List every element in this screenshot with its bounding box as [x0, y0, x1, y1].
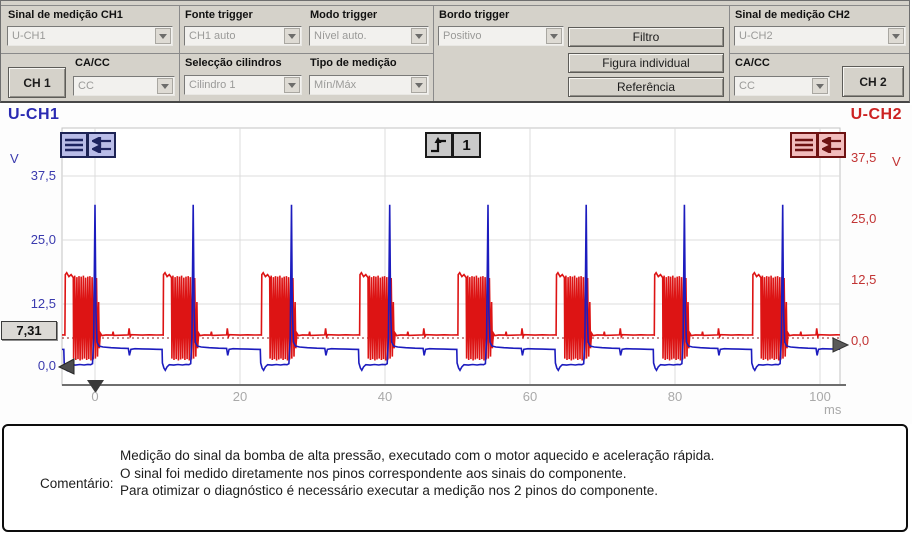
trigger-edge-select[interactable]: Positivo [438, 26, 564, 46]
left-axis-unit: V [10, 151, 19, 166]
ch2-coupling-select[interactable]: CC [734, 76, 830, 96]
comment-line: O sinal foi medido diretamente nos pinos… [120, 465, 627, 481]
chevron-down-icon[interactable] [546, 28, 562, 44]
ch2-signal-select[interactable]: U-CH2 [734, 26, 906, 46]
measure-type-label: Tipo de medição [310, 57, 397, 69]
ch1-coupling-select[interactable]: CC [73, 76, 175, 96]
trigger-source-label: Fonte trigger [185, 9, 253, 21]
cylinder-select[interactable]: Cilindro 1 [184, 75, 302, 95]
comment-text: Medição do sinal da bomba de alta pressã… [120, 447, 714, 500]
chevron-down-icon[interactable] [411, 28, 427, 44]
left-axis-tick: 12,5 [30, 296, 56, 311]
divider [433, 5, 434, 101]
hamburger-lines-icon [795, 138, 813, 152]
trigger-edge-icon[interactable] [425, 132, 453, 158]
right-axis-unit: V [892, 154, 901, 169]
left-axis-tick: 0,0 [37, 358, 56, 373]
x-axis-tick: 20 [232, 389, 248, 404]
ch2-button[interactable]: CH 2 [842, 66, 904, 97]
x-axis-tick: 0 [91, 389, 99, 404]
toolbar: Sinal de medição CH1 U-CH1 CH 1 CA/CC CC… [0, 0, 910, 103]
chevron-down-icon[interactable] [157, 78, 173, 94]
ch1-trace-title: U-CH1 [8, 106, 60, 123]
left-axis-tick: 25,0 [30, 232, 56, 247]
right-axis-tick: 37,5 [851, 150, 877, 165]
cursor-value-readout: 7,31 [1, 321, 57, 340]
trigger-channel-number[interactable]: 1 [453, 132, 481, 158]
ch1-ground-marker-arrow[interactable] [57, 358, 75, 375]
x-axis-tick: 80 [667, 389, 683, 404]
divider [179, 53, 433, 54]
ch2-levels-button[interactable] [790, 132, 818, 158]
ch1-coupling-label: CA/CC [75, 57, 110, 69]
ch2-scale-controls [790, 132, 846, 158]
ch2-coupling-label: CA/CC [735, 57, 770, 69]
measure-type-select[interactable]: Mín/Máx [309, 75, 429, 95]
filter-button[interactable]: Filtro [568, 27, 724, 47]
chevron-down-icon[interactable] [284, 28, 300, 44]
trace-U-CH1 [62, 204, 840, 372]
x-axis-tick: 60 [522, 389, 538, 404]
ch1-button[interactable]: CH 1 [8, 67, 66, 98]
x-axis-unit: ms [824, 402, 842, 417]
chevron-down-icon[interactable] [284, 77, 300, 93]
scope-display: U-CH1 U-CH2 [0, 105, 912, 424]
waveform-plot [57, 127, 850, 393]
trigger-source-select[interactable]: CH1 auto [184, 26, 302, 46]
chevron-down-icon[interactable] [411, 77, 427, 93]
ch1-levels-button[interactable] [60, 132, 88, 158]
comment-label: Comentário: [40, 476, 114, 491]
double-left-arrow-icon [91, 137, 111, 153]
ch1-shift-button[interactable] [88, 132, 116, 158]
trigger-time-marker[interactable] [87, 380, 104, 393]
right-axis-tick: 25,0 [851, 211, 877, 226]
chevron-down-icon[interactable] [888, 28, 904, 44]
single-picture-button[interactable]: Figura individual [568, 53, 724, 73]
divider [1, 53, 179, 54]
x-axis-tick: 40 [377, 389, 393, 404]
comment-line: Para otimizar o diagnóstico é necessário… [120, 483, 659, 498]
ch2-ground-marker-arrow[interactable] [832, 337, 850, 353]
trigger-edge-label: Bordo trigger [439, 9, 510, 21]
right-axis-tick: 12,5 [851, 272, 877, 287]
ch2-shift-button[interactable] [818, 132, 846, 158]
ch2-signal-label: Sinal de medição CH2 [735, 9, 850, 21]
trace-U-CH2 [62, 271, 840, 361]
comment-box: Comentário: Medição do sinal da bomba de… [2, 424, 908, 532]
ch1-signal-select[interactable]: U-CH1 [7, 26, 173, 46]
x-axis-tick: 100 [809, 389, 831, 404]
trigger-indicator: 1 [425, 132, 481, 158]
ch1-scale-controls [60, 132, 116, 158]
comment-line: Medição do sinal da bomba de alta pressã… [120, 448, 715, 463]
ch2-trace-title: U-CH2 [850, 106, 902, 123]
right-axis-tick: 0,0 [851, 333, 870, 348]
chevron-down-icon[interactable] [155, 28, 171, 44]
trigger-mode-select[interactable]: Nível auto. [309, 26, 429, 46]
chevron-down-icon[interactable] [812, 78, 828, 94]
divider [729, 53, 909, 54]
cylinder-select-label: Selecção cilindros [185, 57, 282, 69]
left-axis-tick: 37,5 [30, 168, 56, 183]
double-left-arrow-icon [821, 137, 841, 153]
reference-button[interactable]: Referência [568, 77, 724, 97]
trigger-mode-label: Modo trigger [310, 9, 378, 21]
divider [1, 5, 909, 6]
hamburger-lines-icon [65, 138, 83, 152]
ch1-signal-label: Sinal de medição CH1 [8, 9, 123, 21]
